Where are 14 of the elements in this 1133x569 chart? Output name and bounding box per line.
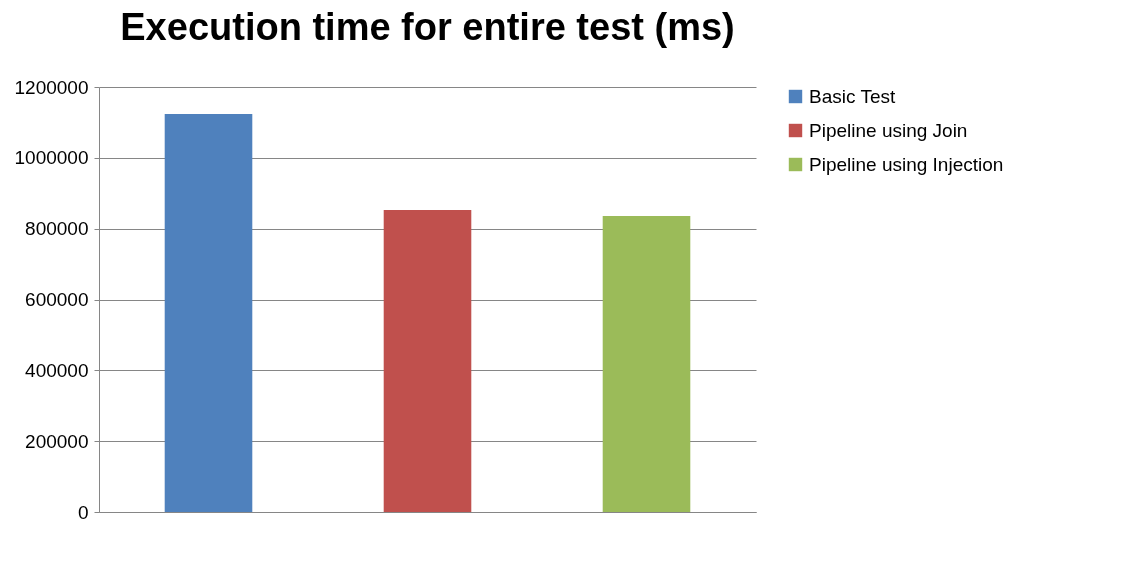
bar (164, 113, 253, 512)
y-tick-label: 600000 (25, 289, 89, 310)
chart-title: Execution time for entire test (ms) (120, 6, 735, 48)
bar (383, 209, 472, 512)
y-tick-label: 0 (77, 501, 89, 523)
legend-label: Pipeline using Injection (809, 153, 1004, 175)
y-tick-label: 200000 (25, 430, 89, 452)
y-tick-label: 1000000 (14, 147, 89, 169)
y-tick-label: 400000 (25, 359, 89, 381)
legend-label: Pipeline using Join (809, 119, 968, 141)
legend-label: Basic Test (809, 85, 896, 107)
y-tick-label: 1200000 (14, 76, 89, 98)
y-tick-label: 800000 (25, 218, 89, 240)
bar (602, 215, 691, 512)
